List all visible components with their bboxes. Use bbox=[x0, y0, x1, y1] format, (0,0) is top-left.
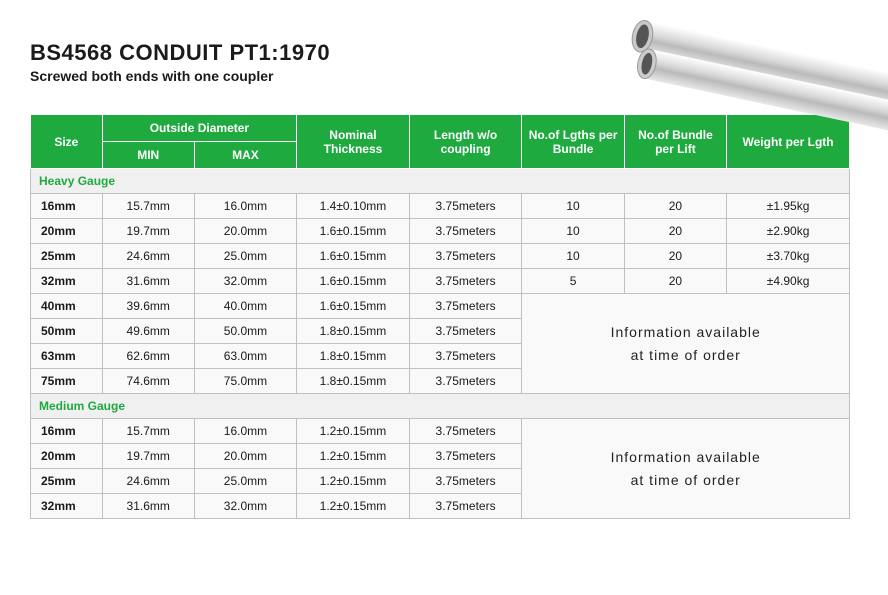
cell-min: 31.6mm bbox=[102, 494, 194, 519]
cell-length: 3.75meters bbox=[409, 244, 522, 269]
cell-size: 20mm bbox=[31, 444, 103, 469]
th-thickness: Nominal Thickness bbox=[297, 115, 410, 169]
cell-min: 15.7mm bbox=[102, 194, 194, 219]
cell-max: 25.0mm bbox=[194, 244, 296, 269]
table-row: 16mm15.7mm16.0mm1.2±0.15mm3.75metersInfo… bbox=[31, 419, 850, 444]
cell-weight: ±4.90kg bbox=[727, 269, 850, 294]
cell-lgths: 10 bbox=[522, 194, 624, 219]
cell-lgths: 10 bbox=[522, 244, 624, 269]
cell-length: 3.75meters bbox=[409, 294, 522, 319]
info-cell: Information availableat time of order bbox=[522, 294, 850, 394]
cell-length: 3.75meters bbox=[409, 444, 522, 469]
cell-weight: ±1.95kg bbox=[727, 194, 850, 219]
cell-max: 32.0mm bbox=[194, 494, 296, 519]
cell-size: 50mm bbox=[31, 319, 103, 344]
cell-bundle: 20 bbox=[624, 194, 726, 219]
cell-bundle: 20 bbox=[624, 269, 726, 294]
cell-bundle: 20 bbox=[624, 219, 726, 244]
table-row: 32mm31.6mm32.0mm1.6±0.15mm3.75meters520±… bbox=[31, 269, 850, 294]
th-length: Length w/o coupling bbox=[409, 115, 522, 169]
cell-min: 62.6mm bbox=[102, 344, 194, 369]
cell-min: 24.6mm bbox=[102, 469, 194, 494]
cell-thickness: 1.6±0.15mm bbox=[297, 219, 410, 244]
cell-min: 19.7mm bbox=[102, 444, 194, 469]
section-row: Medium Gauge bbox=[31, 394, 850, 419]
cell-max: 16.0mm bbox=[194, 194, 296, 219]
cell-thickness: 1.2±0.15mm bbox=[297, 444, 410, 469]
cell-min: 15.7mm bbox=[102, 419, 194, 444]
cell-min: 19.7mm bbox=[102, 219, 194, 244]
cell-thickness: 1.2±0.15mm bbox=[297, 419, 410, 444]
th-od-group: Outside Diameter bbox=[102, 115, 297, 142]
cell-thickness: 1.2±0.15mm bbox=[297, 469, 410, 494]
table-row: 20mm19.7mm20.0mm1.6±0.15mm3.75meters1020… bbox=[31, 219, 850, 244]
info-cell: Information availableat time of order bbox=[522, 419, 850, 519]
cell-max: 16.0mm bbox=[194, 419, 296, 444]
cell-thickness: 1.6±0.15mm bbox=[297, 294, 410, 319]
cell-size: 25mm bbox=[31, 469, 103, 494]
cell-thickness: 1.8±0.15mm bbox=[297, 344, 410, 369]
table-row: 40mm39.6mm40.0mm1.6±0.15mm3.75metersInfo… bbox=[31, 294, 850, 319]
cell-size: 32mm bbox=[31, 494, 103, 519]
cell-min: 74.6mm bbox=[102, 369, 194, 394]
cell-max: 20.0mm bbox=[194, 444, 296, 469]
cell-max: 63.0mm bbox=[194, 344, 296, 369]
cell-lgths: 5 bbox=[522, 269, 624, 294]
cell-weight: ±3.70kg bbox=[727, 244, 850, 269]
cell-length: 3.75meters bbox=[409, 494, 522, 519]
cell-length: 3.75meters bbox=[409, 419, 522, 444]
th-min: MIN bbox=[102, 142, 194, 169]
cell-max: 40.0mm bbox=[194, 294, 296, 319]
cell-thickness: 1.4±0.10mm bbox=[297, 194, 410, 219]
cell-min: 39.6mm bbox=[102, 294, 194, 319]
th-size: Size bbox=[31, 115, 103, 169]
cell-size: 20mm bbox=[31, 219, 103, 244]
cell-length: 3.75meters bbox=[409, 194, 522, 219]
cell-length: 3.75meters bbox=[409, 269, 522, 294]
cell-thickness: 1.8±0.15mm bbox=[297, 369, 410, 394]
cell-max: 32.0mm bbox=[194, 269, 296, 294]
table-row: 25mm24.6mm25.0mm1.6±0.15mm3.75meters1020… bbox=[31, 244, 850, 269]
cell-thickness: 1.8±0.15mm bbox=[297, 319, 410, 344]
cell-max: 50.0mm bbox=[194, 319, 296, 344]
spec-table: Size Outside Diameter Nominal Thickness … bbox=[30, 114, 850, 519]
cell-size: 16mm bbox=[31, 194, 103, 219]
cell-size: 25mm bbox=[31, 244, 103, 269]
cell-min: 49.6mm bbox=[102, 319, 194, 344]
cell-length: 3.75meters bbox=[409, 344, 522, 369]
cell-thickness: 1.6±0.15mm bbox=[297, 244, 410, 269]
cell-size: 16mm bbox=[31, 419, 103, 444]
section-row: Heavy Gauge bbox=[31, 169, 850, 194]
section-label: Heavy Gauge bbox=[31, 169, 850, 194]
cell-size: 40mm bbox=[31, 294, 103, 319]
cell-thickness: 1.2±0.15mm bbox=[297, 494, 410, 519]
cell-weight: ±2.90kg bbox=[727, 219, 850, 244]
cell-thickness: 1.6±0.15mm bbox=[297, 269, 410, 294]
th-max: MAX bbox=[194, 142, 296, 169]
cell-size: 75mm bbox=[31, 369, 103, 394]
section-label: Medium Gauge bbox=[31, 394, 850, 419]
cell-max: 75.0mm bbox=[194, 369, 296, 394]
cell-length: 3.75meters bbox=[409, 219, 522, 244]
conduit-image bbox=[608, 0, 888, 140]
cell-length: 3.75meters bbox=[409, 469, 522, 494]
cell-size: 32mm bbox=[31, 269, 103, 294]
cell-max: 25.0mm bbox=[194, 469, 296, 494]
cell-length: 3.75meters bbox=[409, 319, 522, 344]
cell-bundle: 20 bbox=[624, 244, 726, 269]
cell-size: 63mm bbox=[31, 344, 103, 369]
cell-length: 3.75meters bbox=[409, 369, 522, 394]
cell-min: 31.6mm bbox=[102, 269, 194, 294]
cell-max: 20.0mm bbox=[194, 219, 296, 244]
table-row: 16mm15.7mm16.0mm1.4±0.10mm3.75meters1020… bbox=[31, 194, 850, 219]
cell-min: 24.6mm bbox=[102, 244, 194, 269]
cell-lgths: 10 bbox=[522, 219, 624, 244]
